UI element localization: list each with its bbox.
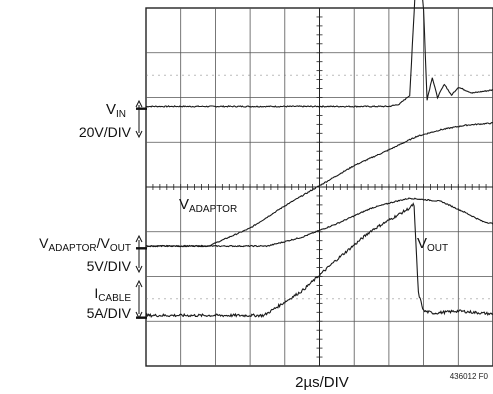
vadaptor-trace-label: VADAPTOR (179, 196, 237, 215)
trace-vin (145, 0, 493, 108)
arrow-head-up (135, 99, 143, 108)
vadaptor-vout-scale-label: 5V/DIV (87, 258, 132, 274)
ground-markers (136, 107, 147, 319)
vin-scale-label: 20V/DIV (79, 124, 132, 140)
icable-scale-label: 5A/DIV (87, 305, 132, 321)
arrow-head-down (135, 265, 143, 274)
trace-group (145, 0, 493, 318)
arrow-head-up (135, 234, 143, 243)
arrow-head-down (135, 311, 143, 320)
mid-scale-arrow (135, 234, 143, 274)
trace-vout (145, 197, 493, 248)
arrow-head-up (135, 279, 143, 288)
vin-label: VIN (106, 101, 126, 120)
vout-trace-label: VOUT (417, 235, 448, 254)
trace-icable (145, 202, 493, 318)
vadaptor-vout-label: VADAPTOR/VOUT (39, 235, 131, 254)
scale-arrows (135, 99, 143, 320)
figure-id: 436012 F0 (450, 372, 489, 381)
graticule-grid (145, 7, 493, 367)
vin-scale-arrow (135, 99, 143, 139)
arrow-head-down (135, 130, 143, 139)
icable-label: ICABLE (94, 285, 131, 304)
x-scale-label: 2µs/DIV (295, 374, 349, 391)
icable-scale-arrow (135, 279, 143, 320)
